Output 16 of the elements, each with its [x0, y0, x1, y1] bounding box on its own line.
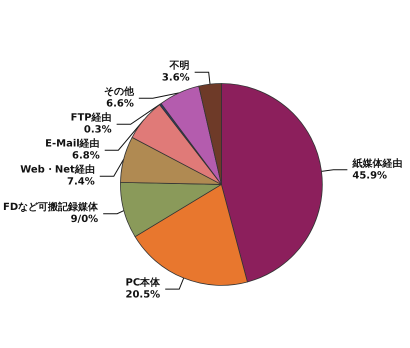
data-label: 3.6% [162, 72, 190, 84]
slice-label: 不明 [168, 60, 190, 72]
slice-label: PC本体 [126, 276, 162, 289]
slice-label: Web・Net経由 [20, 164, 95, 176]
data-label: 45.9% [352, 170, 388, 182]
slice-label: その他 [104, 86, 135, 98]
data-label: 7.4% [67, 176, 95, 188]
data-label: 0.3% [84, 124, 112, 136]
data-label: 6.6% [106, 98, 134, 110]
slice-label: E-Mail経由 [45, 138, 100, 150]
data-label: 9/0% [70, 214, 98, 226]
slice-label: FTP経由 [70, 112, 112, 124]
slice-label: 紙媒体経由 [351, 157, 402, 170]
data-label: 6.8% [72, 150, 100, 162]
data-label: 20.5% [126, 290, 160, 301]
slice-label: FDなど可搬記録媒体 [3, 201, 100, 214]
